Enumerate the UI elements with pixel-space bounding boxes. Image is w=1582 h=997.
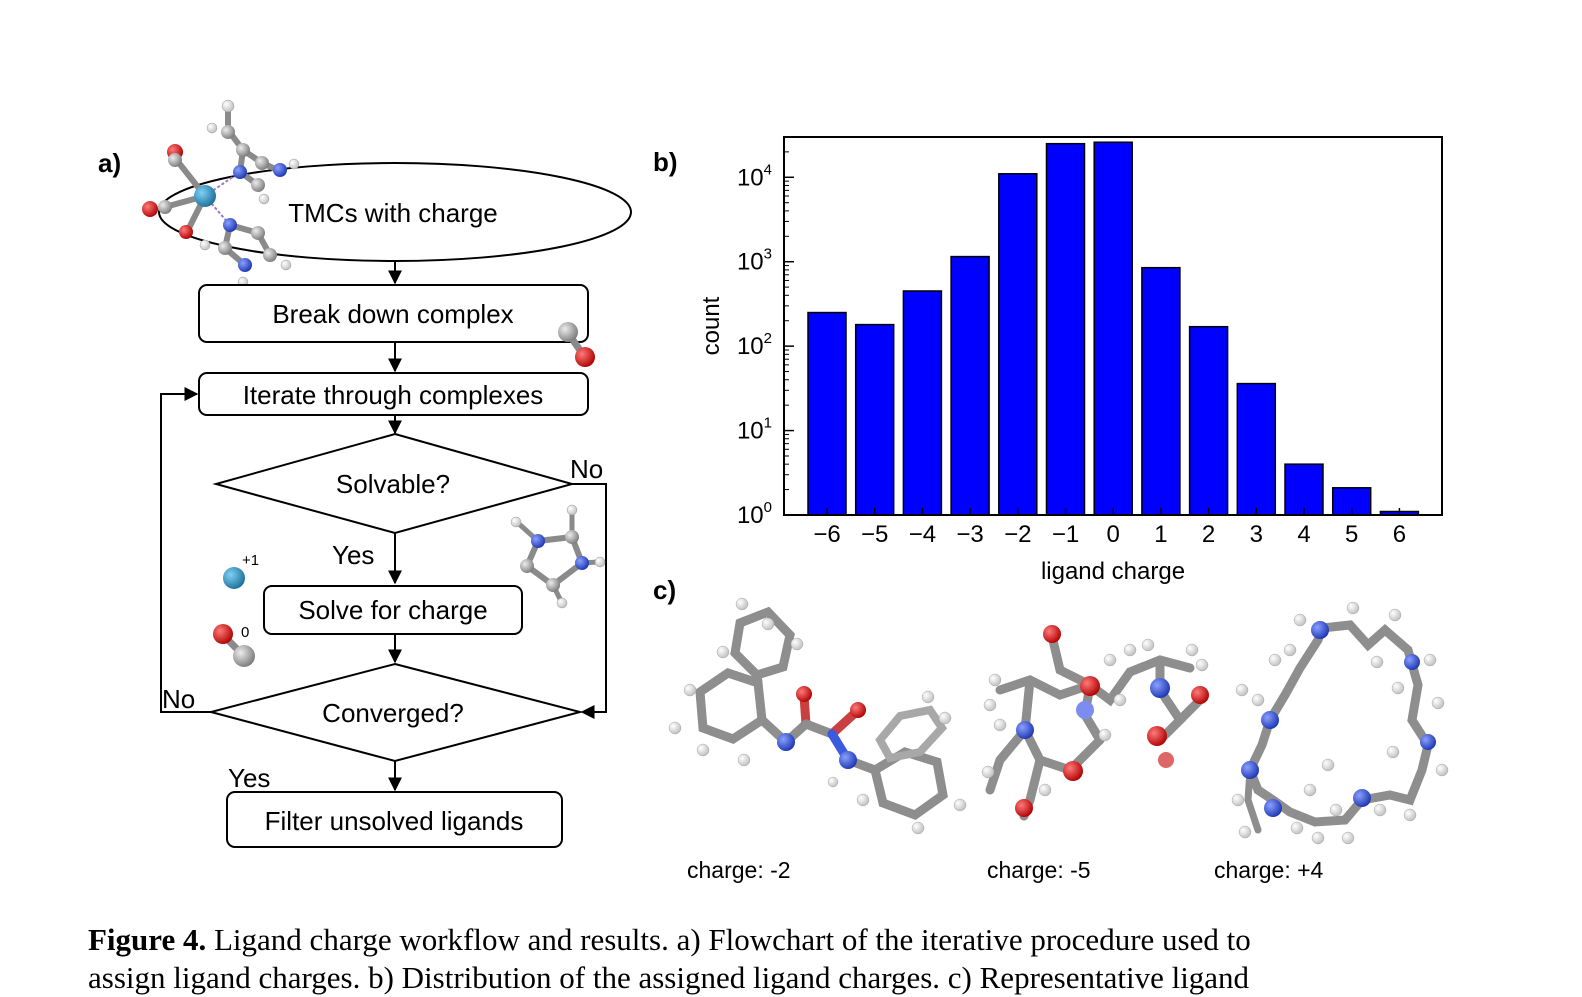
x-tick-label: −2 (1004, 521, 1031, 548)
x-tick-label: 1 (1154, 521, 1167, 548)
x-axis-label: ligand charge (1041, 558, 1185, 585)
x-tick-label: −1 (1052, 521, 1079, 548)
flow-step-solve (263, 585, 523, 635)
y-tick-label: 104 (737, 161, 772, 191)
structure-label-2: charge: -5 (987, 857, 1091, 883)
flow-step1-text: Break down complex (272, 299, 513, 329)
x-tick-label: 4 (1297, 521, 1310, 548)
flow-step-iterate (198, 372, 589, 416)
plot-frame (783, 136, 1443, 516)
flow-step2-text: Iterate through complexes (243, 380, 544, 410)
bar-0 (1093, 141, 1133, 516)
panel-label-a: a) (98, 148, 122, 178)
metal-complex-icon (142, 99, 300, 288)
x-tick-label: 3 (1250, 521, 1263, 548)
y-tick-label: 101 (737, 415, 772, 445)
ligand-structure-charge-plus-4 (1231, 601, 1449, 845)
x-tick-label: −4 (909, 521, 936, 548)
panel-label-c: c) (653, 575, 677, 605)
ion-charge-metal: +1 (242, 552, 259, 569)
bar-−2 (998, 173, 1038, 516)
flow-start-text: TMCs with charge (288, 198, 498, 228)
imidazole-icon (510, 504, 606, 609)
y-tick-label: 102 (737, 330, 772, 360)
ligand-structure-charge-minus-2 (668, 597, 967, 835)
flow-decision1-yes: Yes (332, 540, 374, 570)
bar-1 (1141, 266, 1181, 516)
x-tick-label: 2 (1202, 521, 1215, 548)
bar-−3 (950, 255, 990, 516)
structure-label-3: charge: +4 (1214, 857, 1324, 883)
bar-4 (1284, 463, 1324, 516)
caption-figure-number: Figure 4. (88, 922, 207, 957)
panel-label-b: b) (653, 147, 678, 177)
bar-2 (1188, 325, 1229, 516)
co-molecule-icon (558, 322, 595, 367)
x-tick-label: 0 (1107, 521, 1120, 548)
bar-−6 (807, 311, 847, 516)
flow-step3-text: Solve for charge (298, 595, 487, 625)
caption-line-1-text: Ligand charge workflow and results. a) F… (206, 922, 1251, 957)
caption-line-2: assign ligand charges. b) Distribution o… (88, 960, 1250, 995)
bar-−4 (902, 290, 943, 516)
y-tick-label: 100 (737, 499, 772, 529)
x-tick-label: 5 (1345, 521, 1358, 548)
x-tick-label: 6 (1393, 521, 1406, 548)
caption-line-1: Figure 4. Ligand charge workflow and res… (88, 921, 1484, 959)
flow-end-text: Filter unsolved ligands (265, 806, 524, 836)
flow-decision2-text: Converged? (322, 698, 464, 728)
flow-start-ellipse (158, 162, 632, 262)
flow-decision1-text: Solvable? (336, 469, 450, 499)
bar-−5 (854, 323, 895, 516)
flow-step-break-down (198, 284, 589, 343)
flow-step-filter (226, 791, 563, 848)
x-tick-label: −3 (956, 521, 983, 548)
ligand-structure-charge-minus-5 (981, 625, 1209, 821)
y-tick-label: 103 (737, 246, 772, 276)
ion-charge-co: 0 (241, 624, 249, 641)
flow-decision2-no: No (162, 684, 195, 714)
co-neutral-icon (213, 624, 255, 667)
flow-decision2-yes: Yes (228, 763, 270, 793)
y-axis-label: count (698, 296, 725, 355)
metal-ion-icon (223, 567, 245, 589)
structure-label-1: charge: -2 (687, 857, 791, 883)
x-tick-label: −5 (861, 521, 888, 548)
x-tick-label: −6 (813, 521, 840, 548)
flow-decision1-no: No (570, 454, 603, 484)
figure-caption: Figure 4. Ligand charge workflow and res… (88, 921, 1484, 997)
